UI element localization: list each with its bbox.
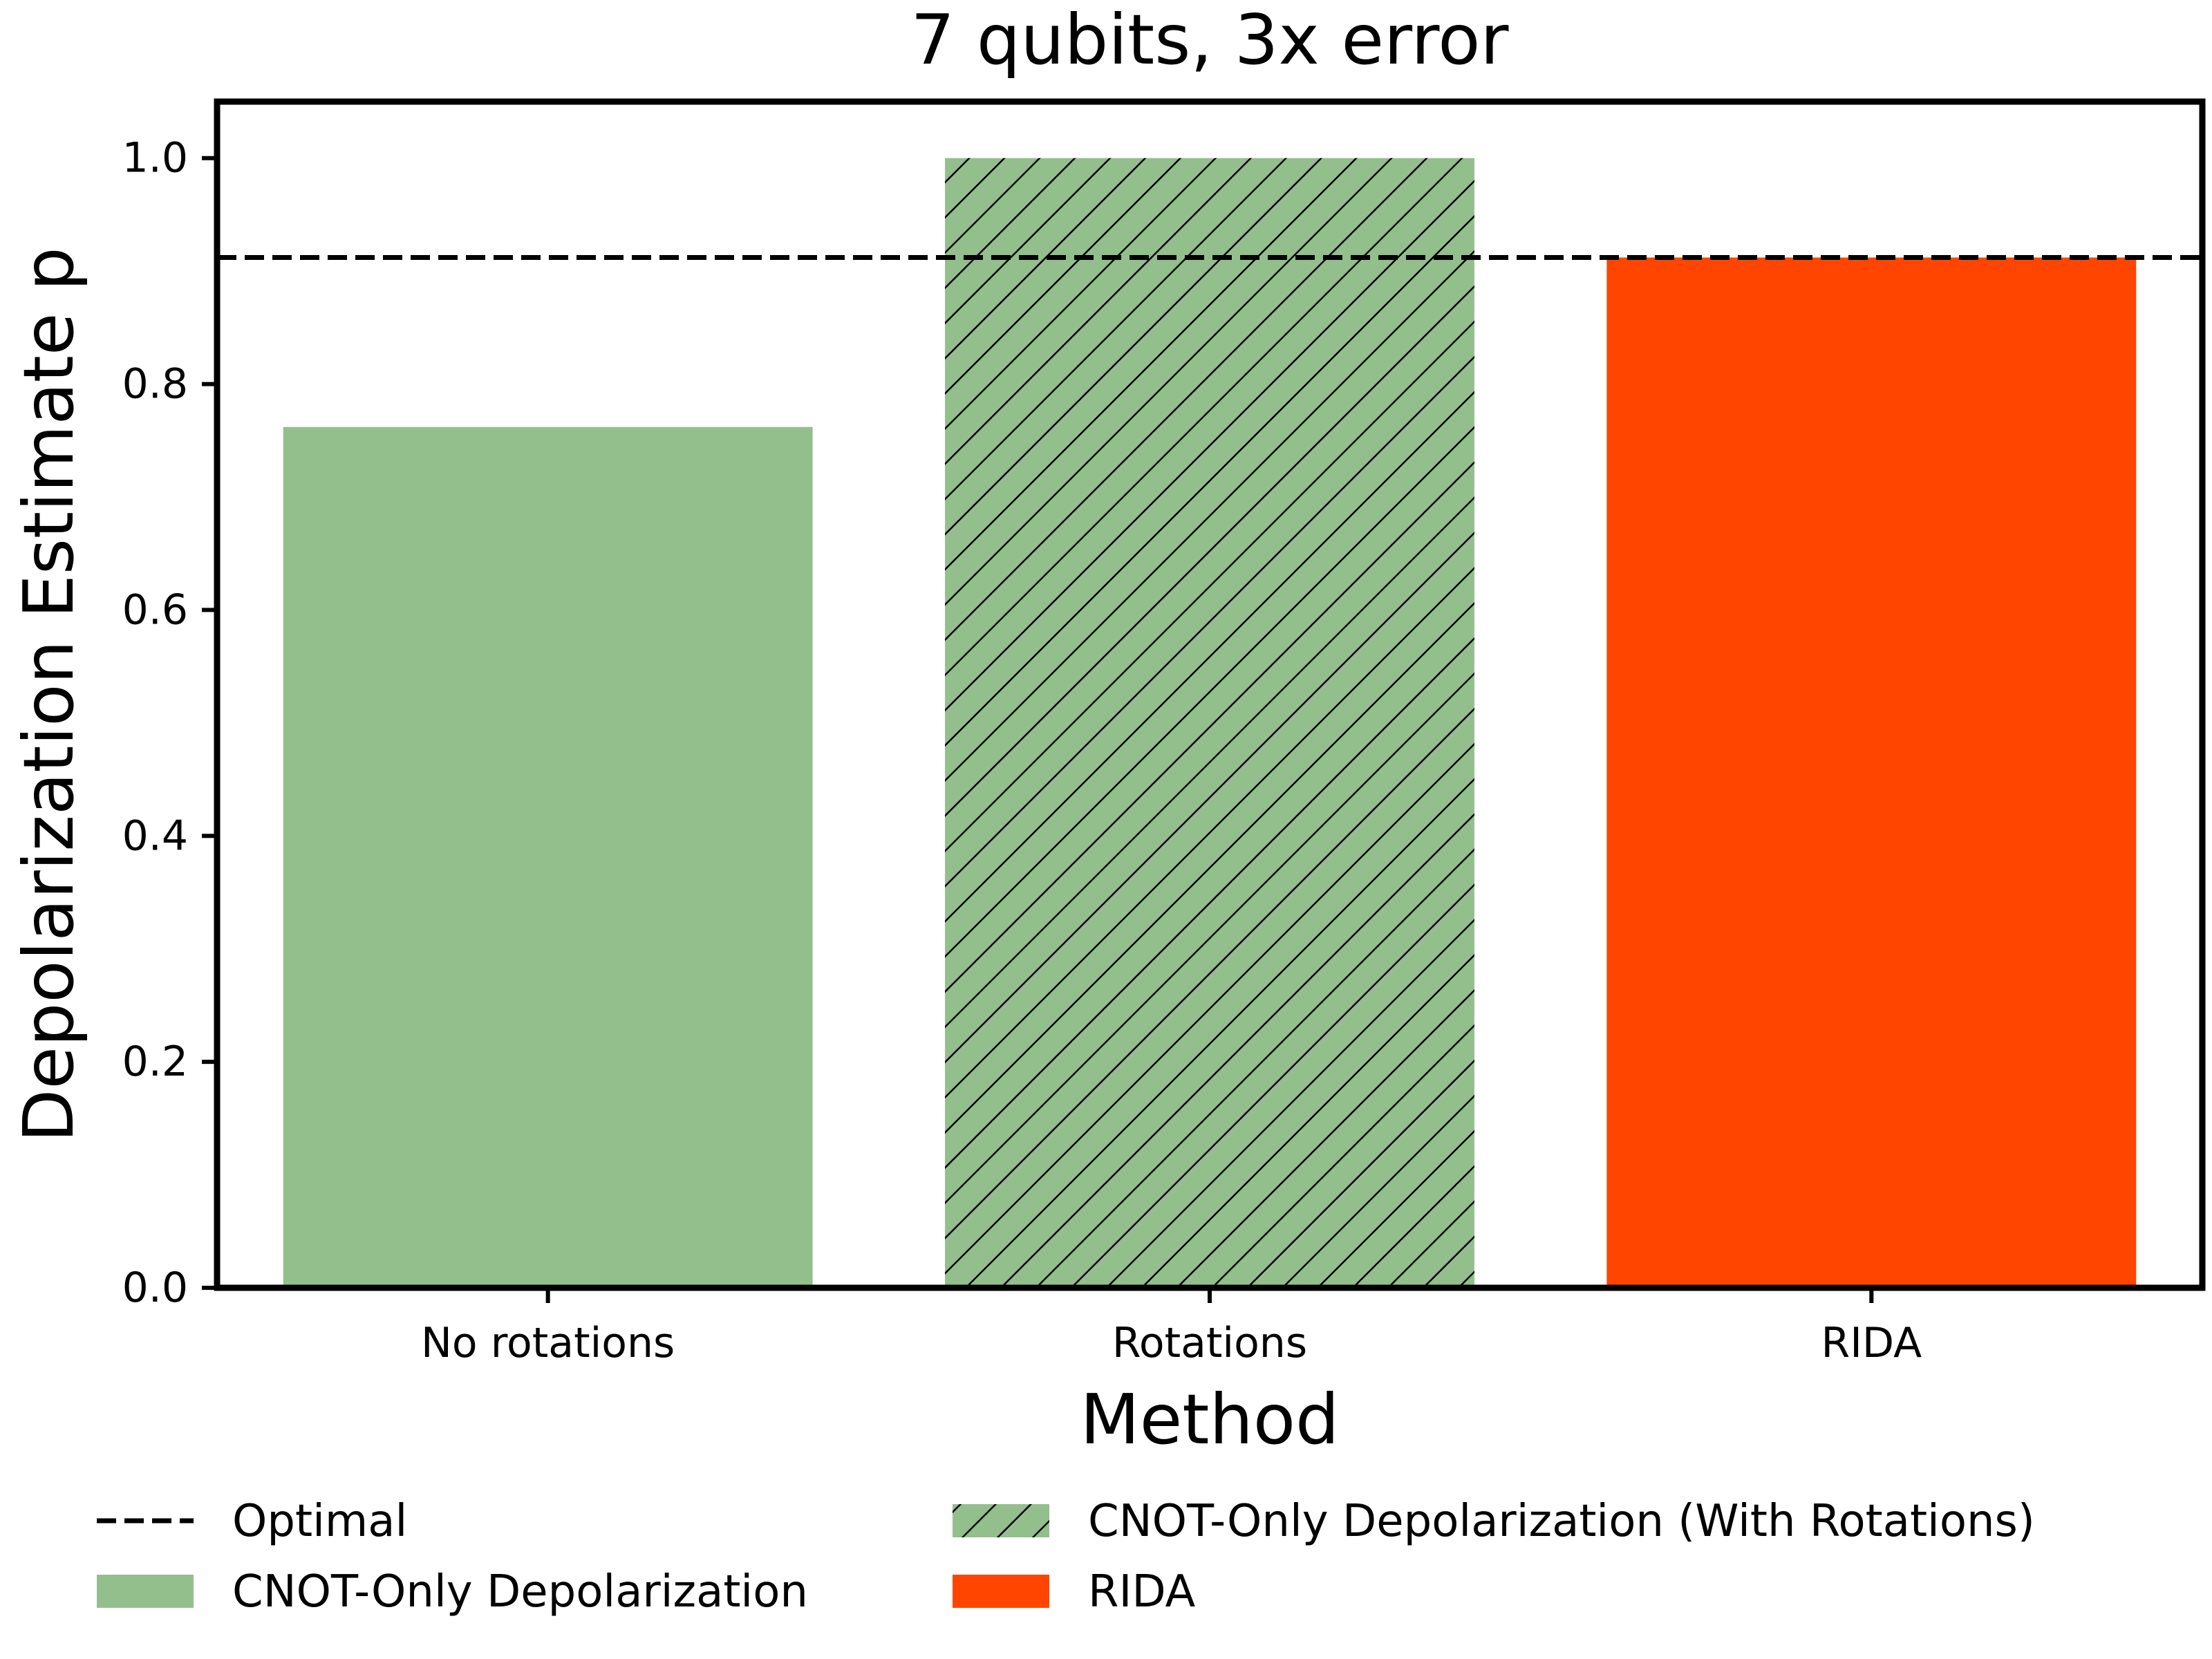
chart-title: 7 qubits, 3x error: [910, 0, 1509, 80]
y-tick-label: 0.8: [122, 360, 188, 409]
x-tick-label: No rotations: [421, 1319, 675, 1367]
legend-entry: CNOT-Only Depolarization: [97, 1566, 808, 1618]
x-tick-label: RIDA: [1821, 1319, 1922, 1367]
x-tick-label: Rotations: [1112, 1319, 1307, 1367]
legend-label: CNOT-Only Depolarization (With Rotations…: [1088, 1496, 2035, 1547]
legend-key-patch: [953, 1575, 1049, 1608]
y-tick-label: 0.2: [122, 1038, 188, 1086]
y-tick-label: 0.0: [122, 1264, 188, 1312]
x-axis: No rotations Rotations RIDA: [421, 1288, 1922, 1367]
bar-rotations-hatch: [945, 158, 1474, 1288]
legend-entry: RIDA: [953, 1566, 1196, 1618]
legend-label: CNOT-Only Depolarization: [232, 1566, 808, 1618]
x-axis-label: Method: [1080, 1379, 1339, 1460]
legend-key-hatch: [953, 1504, 1049, 1537]
legend-entry: Optimal: [97, 1496, 407, 1547]
y-axis-label: Depolarization Estimate p: [8, 247, 89, 1142]
y-tick-label: 0.6: [122, 585, 188, 634]
bars-layer: [283, 158, 2137, 1288]
y-tick-label: 0.4: [122, 812, 188, 860]
bar-no-rotations: [283, 427, 813, 1288]
legend: Optimal CNOT-Only Depolarization CNOT-Only…: [97, 1496, 2035, 1618]
y-tick-label: 1.0: [122, 134, 188, 182]
y-axis: 0.0 0.2 0.4 0.6 0.8 1.0: [122, 134, 217, 1312]
legend-label: Optimal: [232, 1496, 407, 1547]
bar-rida: [1606, 257, 2137, 1288]
legend-key-patch: [97, 1575, 194, 1608]
legend-entry: CNOT-Only Depolarization (With Rotations…: [953, 1496, 2035, 1547]
legend-label: RIDA: [1088, 1566, 1196, 1618]
